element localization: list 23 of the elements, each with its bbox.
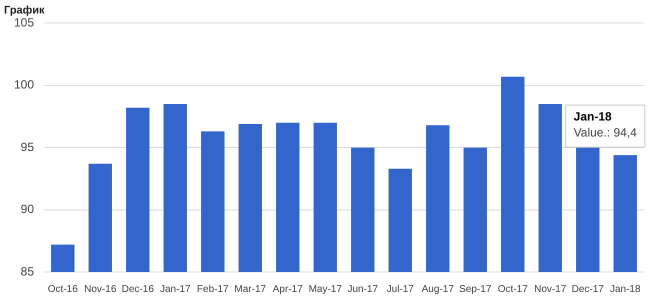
x-tick-label: Jun-17: [347, 284, 378, 295]
x-tick-label: Dec-17: [572, 284, 604, 295]
y-tick-label: 100: [14, 78, 34, 92]
chart-title: График: [4, 4, 46, 17]
x-tick-label: Jan-17: [160, 284, 191, 295]
x-tick-label: Oct-17: [498, 284, 528, 295]
x-tick-label: Apr-17: [272, 284, 304, 295]
x-tick-label: Dec-16: [122, 284, 154, 295]
y-tick-label: 95: [20, 140, 34, 154]
x-tick-label: Nov-17: [534, 284, 567, 295]
x-tick-label: May-17: [308, 284, 342, 295]
x-tick-label: Sep-17: [459, 284, 492, 295]
x-tick-label: Feb-17: [196, 284, 230, 295]
x-tick-label: Jan-18: [610, 284, 641, 295]
x-tick-label: Mar-17: [234, 284, 267, 295]
x-tick-label: Aug-17: [422, 284, 454, 295]
y-tick-label: 90: [20, 202, 34, 216]
x-tick-label: Oct-16: [48, 284, 78, 295]
annotation: Jan-18 Value.: 94,4: [574, 109, 638, 140]
x-tick-label: Nov-16: [84, 284, 117, 295]
y-tick-label: 85: [20, 264, 34, 278]
x-tick-label: Jul-17: [386, 284, 414, 295]
y-tick-label: 105: [14, 16, 34, 30]
